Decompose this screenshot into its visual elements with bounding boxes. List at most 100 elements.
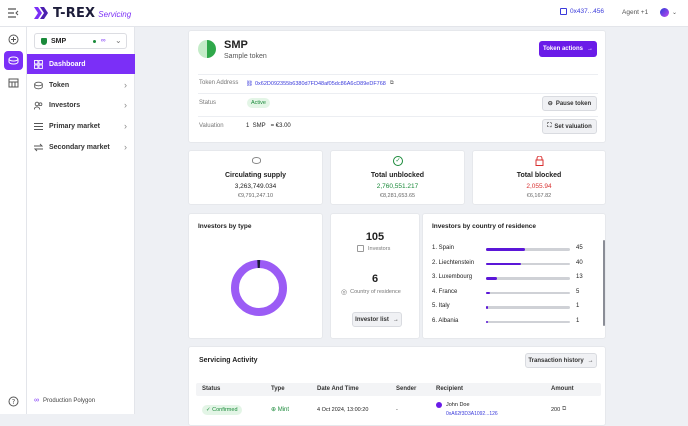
logo-subtitle: Servicing bbox=[98, 10, 132, 19]
chart-icon: ⛶ bbox=[547, 123, 552, 129]
link-icon: ⛓ bbox=[246, 80, 253, 87]
tokens-rail-icon[interactable] bbox=[4, 51, 23, 70]
location-pin-icon: ◎ bbox=[341, 289, 348, 296]
datetime-cell: 4 Oct 2024, 13:00:20 bbox=[317, 407, 369, 413]
column-header: Recipient bbox=[436, 386, 464, 392]
menu-collapse-icon[interactable] bbox=[8, 8, 19, 18]
agent-label[interactable]: Agent +1 bbox=[622, 9, 649, 16]
arrow-right-icon: → bbox=[587, 357, 594, 364]
country-count: 13 bbox=[576, 274, 583, 280]
sidebar-item-investors[interactable]: Investors › bbox=[27, 95, 135, 115]
wallet-icon bbox=[560, 8, 567, 15]
country-row: 5. Italy 1 bbox=[432, 302, 587, 312]
pause-token-label: Pause token bbox=[555, 100, 592, 107]
transaction-history-label: Transaction history bbox=[528, 357, 584, 364]
set-valuation-label: Set valuation bbox=[554, 123, 592, 130]
recipient-address[interactable]: 0xA62f3D3A1092...126 bbox=[446, 411, 498, 417]
chevron-right-icon: › bbox=[124, 80, 127, 90]
country-name: 4. France bbox=[432, 288, 458, 295]
stat-sub-value: €9,791,247.10 bbox=[237, 193, 274, 199]
circulating-supply-card: Circulating supply 3,263,749.034 €9,791,… bbox=[188, 150, 323, 205]
token-selector-symbol: SMP bbox=[51, 37, 67, 45]
country-bar-fill bbox=[486, 306, 488, 309]
token-address[interactable]: ⛓ 0x62D092355b6380d7FD48af05dc86A6cD89eD… bbox=[246, 80, 394, 87]
help-icon[interactable]: ? bbox=[4, 392, 23, 411]
icon-rail: ? bbox=[0, 27, 27, 414]
copy-icon[interactable]: ⧉ bbox=[389, 80, 394, 86]
token-symbol: SMP bbox=[224, 39, 248, 51]
avatar[interactable]: ⌄ bbox=[660, 8, 677, 17]
country-bar-fill bbox=[486, 277, 498, 280]
sidebar-item-secondary-market[interactable]: Secondary market › bbox=[27, 137, 135, 157]
token-actions-label: Token actions bbox=[543, 46, 583, 52]
swap-icon bbox=[33, 143, 44, 152]
country-count: 40 bbox=[576, 259, 583, 266]
wallet-address-button[interactable]: 0x437...456 bbox=[560, 8, 604, 15]
chevron-down-icon: ⌄ bbox=[672, 10, 678, 16]
logo-mark-icon bbox=[34, 7, 50, 19]
stat-sub-value: €6,167.82 bbox=[526, 193, 552, 199]
sidebar-item-label: Dashboard bbox=[49, 60, 86, 68]
amount-cell: 200 bbox=[551, 407, 561, 413]
country-row: 4. France 5 bbox=[432, 288, 587, 298]
investors-by-country-title: Investors by country of residence bbox=[432, 223, 537, 230]
stat-title: Total unblocked bbox=[370, 172, 425, 179]
column-header: Amount bbox=[551, 386, 574, 392]
sidebar-item-label: Secondary market bbox=[49, 143, 110, 151]
column-header: Type bbox=[271, 386, 285, 392]
country-bar-fill bbox=[486, 320, 488, 323]
online-dot-icon bbox=[93, 40, 96, 43]
country-list-scrollbar[interactable] bbox=[603, 240, 605, 326]
token-actions-button[interactable]: Token actions → bbox=[539, 41, 597, 57]
sidebar-item-dashboard[interactable]: Dashboard bbox=[27, 54, 135, 74]
building-icon[interactable] bbox=[4, 73, 23, 92]
country-row: 6. Albania 1 bbox=[432, 317, 587, 327]
country-name: 5. Italy bbox=[432, 303, 450, 309]
sidebar-item-label: Primary market bbox=[49, 122, 100, 130]
copy-icon[interactable]: ⧉ bbox=[562, 406, 567, 412]
add-icon[interactable] bbox=[4, 30, 23, 49]
token-address-label: Token Address bbox=[199, 80, 239, 86]
avatar-icon bbox=[660, 8, 669, 17]
set-valuation-button[interactable]: ⛶ Set valuation bbox=[542, 119, 597, 134]
transaction-history-button[interactable]: Transaction history → bbox=[525, 353, 597, 368]
sidebar-item-label: Investors bbox=[49, 101, 81, 109]
valuation-value: 1 SMP = €3.00 bbox=[246, 123, 291, 129]
country-count: 6 bbox=[371, 273, 379, 285]
network-label: Production Polygon bbox=[43, 397, 96, 404]
token-selector[interactable]: SMP ∞ ⌄ bbox=[34, 33, 127, 49]
sidebar-item-primary-market[interactable]: Primary market › bbox=[27, 116, 135, 136]
country-bar-track bbox=[486, 277, 570, 280]
sender-cell: - bbox=[396, 407, 398, 413]
country-name: 3. Luxembourg bbox=[432, 274, 473, 280]
type-cell: ⊕ Mint bbox=[271, 407, 290, 413]
users-icon bbox=[33, 101, 43, 110]
investor-count: 105 bbox=[365, 231, 385, 243]
country-name: 6. Albania bbox=[432, 317, 459, 324]
column-header: Status bbox=[202, 386, 221, 392]
country-bar-fill bbox=[486, 262, 522, 265]
country-count-label: Country of residence bbox=[350, 289, 401, 295]
arrow-right-icon: → bbox=[392, 316, 399, 323]
sidebar-item-token[interactable]: Token › bbox=[27, 75, 135, 95]
valuation-label: Valuation bbox=[199, 123, 224, 129]
pause-token-button[interactable]: ⊖ Pause token bbox=[542, 96, 597, 111]
table-row[interactable]: ✓ Confirmed ⊕ Mint 4 Oct 2024, 13:00:20 … bbox=[196, 398, 601, 423]
activity-table-header: Status Type Date And Time Sender Recipie… bbox=[196, 383, 601, 396]
investors-count-line: Investors bbox=[357, 245, 390, 252]
country-bar-fill bbox=[486, 248, 526, 251]
wallet-address: 0x437...456 bbox=[570, 8, 604, 15]
country-name: 2. Liechtenstein bbox=[432, 259, 475, 266]
sidebar: SMP ∞ ⌄ Dashboard Token › Investors › Pr… bbox=[27, 27, 135, 414]
stat-value: 2,760,551.217 bbox=[376, 183, 419, 190]
sidebar-item-label: Token bbox=[49, 81, 70, 89]
investor-list-button[interactable]: Investor list → bbox=[352, 312, 402, 327]
logo-text: T-REX bbox=[53, 5, 96, 21]
country-bar-track bbox=[486, 306, 570, 309]
chevron-right-icon: › bbox=[124, 142, 127, 152]
token-name: Sample token bbox=[224, 53, 267, 60]
country-row: 1. Spain 45 bbox=[432, 244, 587, 254]
country-count: 1 bbox=[576, 303, 580, 309]
arrow-right-icon: → bbox=[586, 46, 593, 52]
country-count-line: ◎ Country of residence bbox=[341, 288, 401, 296]
